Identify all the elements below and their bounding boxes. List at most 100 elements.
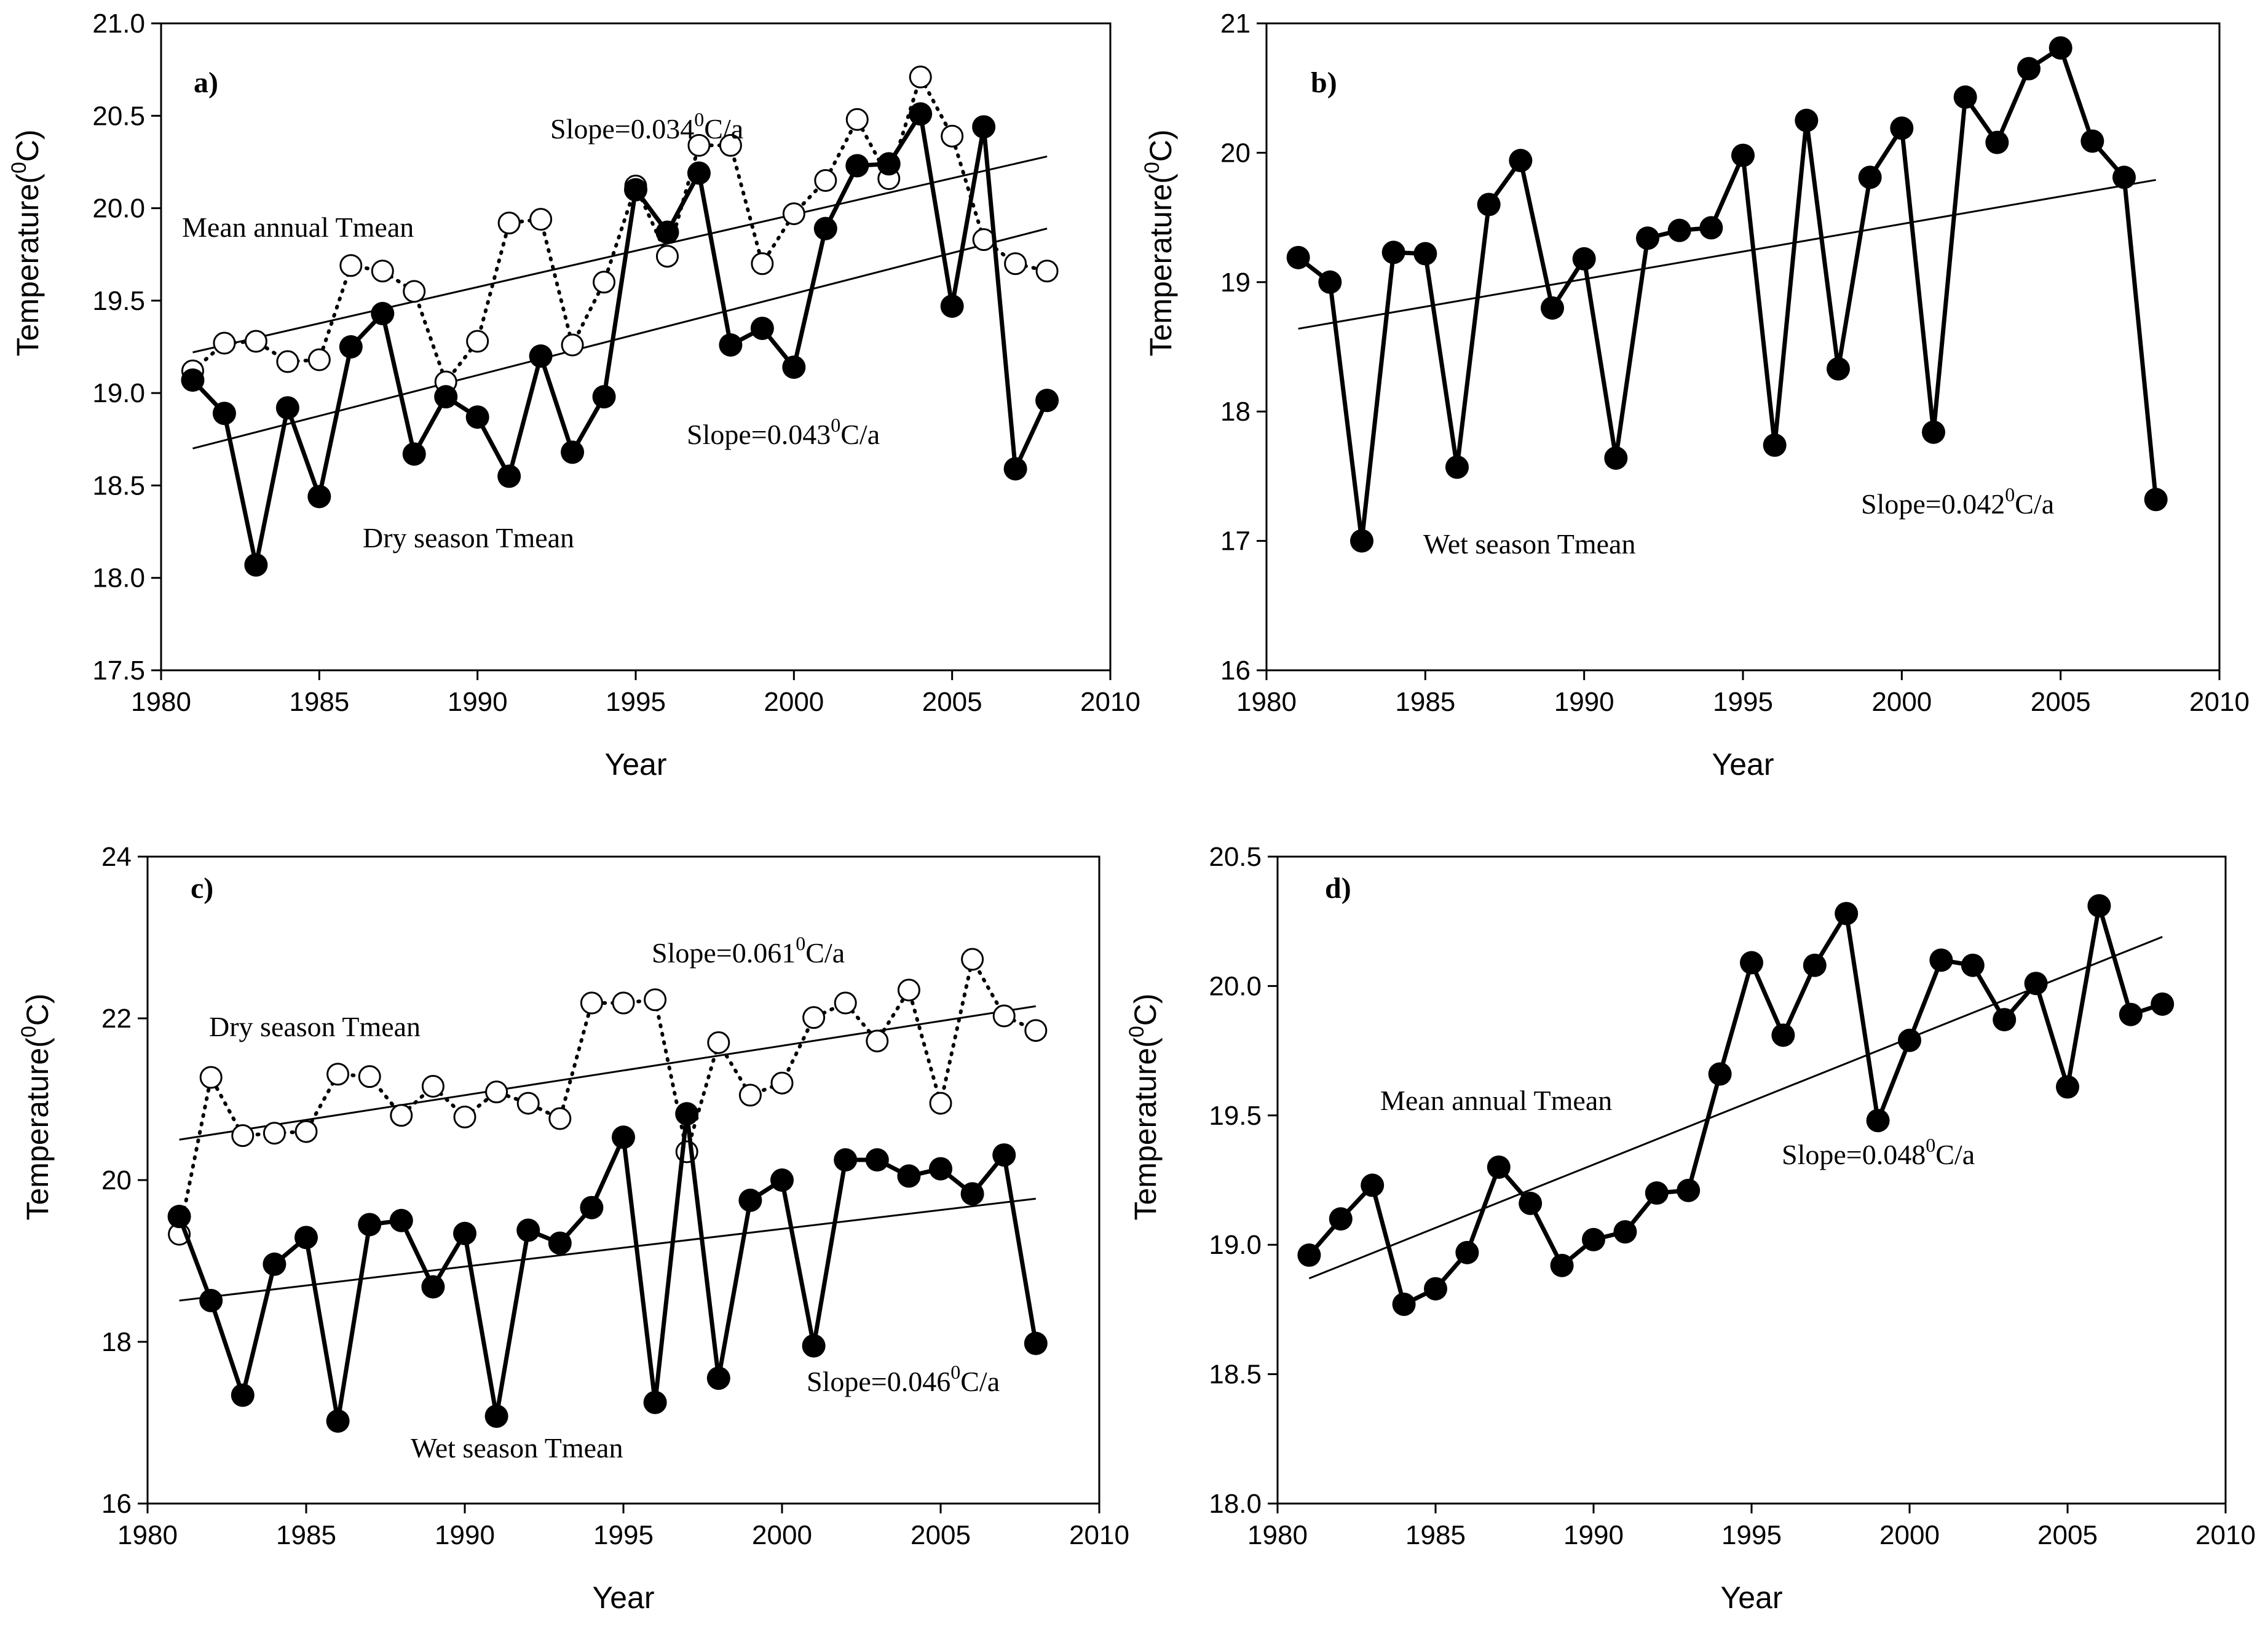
x-tick-label: 2010 — [1069, 1520, 1129, 1550]
series-line — [177, 954, 1038, 1237]
data-point — [339, 335, 363, 359]
x-tick-label: 2000 — [764, 687, 824, 717]
data-point — [263, 1252, 286, 1276]
series-line — [177, 1111, 1038, 1424]
y-axis-label: Temperature(0C) — [1140, 129, 1178, 356]
data-point — [1477, 192, 1501, 216]
series-filled — [1286, 36, 2168, 553]
data-point — [1961, 953, 1985, 977]
x-tick-label: 2010 — [1080, 687, 1140, 717]
y-tick-label: 20.0 — [1209, 971, 1262, 1001]
trend-line — [1308, 936, 2163, 1280]
data-point — [167, 1205, 191, 1229]
series-open — [181, 65, 1059, 394]
x-tick-label: 2000 — [752, 1520, 812, 1550]
data-point — [307, 485, 331, 509]
y-axis-label: Temperature(0C) — [7, 129, 45, 356]
y-tick-label: 20.0 — [92, 194, 145, 224]
panel-label: c) — [191, 872, 213, 905]
data-point — [1795, 108, 1819, 132]
series-label: Mean annual Tmean — [1380, 1085, 1612, 1116]
data-point — [402, 442, 426, 466]
data-point — [421, 1074, 445, 1098]
data-point — [2049, 36, 2072, 60]
data-point — [548, 1107, 572, 1130]
data-point — [371, 301, 395, 325]
data-point — [751, 252, 774, 275]
data-point — [1929, 948, 1953, 972]
series-filled — [181, 102, 1059, 577]
data-point — [294, 1226, 318, 1250]
trend-line — [192, 228, 1048, 450]
slope-annotation: Slope=0.0460C/a — [807, 1361, 1000, 1397]
data-point — [1445, 455, 1469, 479]
data-point — [644, 988, 667, 1012]
data-point — [2056, 1075, 2079, 1099]
data-point — [909, 65, 932, 89]
data-point — [2087, 894, 2111, 918]
data-point — [719, 333, 743, 357]
data-point — [1361, 1173, 1385, 1197]
y-axis-label: Temperature(0C) — [17, 993, 55, 1220]
x-axis-label: Year — [604, 747, 666, 782]
series-label: Wet season Tmean — [1423, 528, 1635, 560]
panel-a: 1980 1985 1990 1995 2000 2005 2010 17.5 18.0 18.5… — [7, 9, 1140, 782]
x-tick-label: 1995 — [593, 1520, 654, 1550]
data-point — [276, 350, 299, 373]
data-point — [390, 1104, 413, 1127]
data-point — [1953, 85, 1977, 109]
data-point — [1993, 1008, 2017, 1032]
data-point — [834, 991, 857, 1015]
data-point — [181, 368, 205, 392]
x-axis-label: Year — [592, 1580, 654, 1615]
y-tick-label: 20.5 — [92, 101, 145, 131]
data-point — [1731, 143, 1755, 167]
data-point — [371, 260, 394, 283]
series-label: Dry season Tmean — [209, 1011, 421, 1042]
x-tick-label: 1985 — [1405, 1520, 1466, 1550]
data-point — [497, 212, 521, 235]
data-point — [497, 464, 521, 488]
x-tick-label: 1980 — [1247, 1520, 1308, 1550]
x-tick-label: 1980 — [1236, 687, 1297, 717]
data-point — [738, 1188, 762, 1212]
y-tick-label: 16 — [101, 1489, 132, 1519]
data-point — [865, 1148, 889, 1172]
data-point — [655, 220, 679, 244]
y-tick-label: 21.0 — [92, 9, 145, 39]
data-point — [593, 271, 616, 294]
data-point — [929, 1157, 952, 1181]
data-point — [1297, 1243, 1321, 1267]
data-point — [782, 355, 806, 379]
y-axis-label: Temperature(0C) — [1125, 993, 1163, 1220]
data-point — [624, 178, 647, 202]
data-point — [2151, 992, 2175, 1016]
panel-label: a) — [194, 66, 218, 99]
data-point — [1922, 420, 1945, 444]
data-point — [961, 948, 984, 971]
y-tick-label: 17 — [1220, 526, 1251, 557]
data-point — [612, 991, 635, 1015]
data-point — [244, 553, 268, 577]
series-label: Wet season Tmean — [411, 1432, 623, 1464]
data-point — [687, 161, 711, 185]
y-tick-label: 20.5 — [1209, 842, 1262, 872]
data-point — [421, 1275, 445, 1299]
data-point — [465, 405, 489, 429]
data-point — [199, 1066, 223, 1089]
data-point — [1035, 389, 1059, 413]
trend-line — [1298, 179, 2156, 330]
y-tick-label: 19.5 — [1209, 1101, 1262, 1131]
data-point — [866, 1029, 889, 1053]
x-tick-label: 1990 — [1554, 687, 1614, 717]
x-axis-label: Year — [1712, 747, 1774, 782]
data-point — [2119, 1002, 2143, 1026]
data-point — [972, 115, 996, 139]
data-point — [1835, 902, 1859, 925]
data-point — [1985, 130, 2009, 154]
data-point — [1286, 245, 1310, 269]
data-point — [453, 1221, 476, 1245]
data-point — [1667, 218, 1691, 242]
data-point — [972, 228, 995, 252]
data-point — [1636, 226, 1659, 250]
